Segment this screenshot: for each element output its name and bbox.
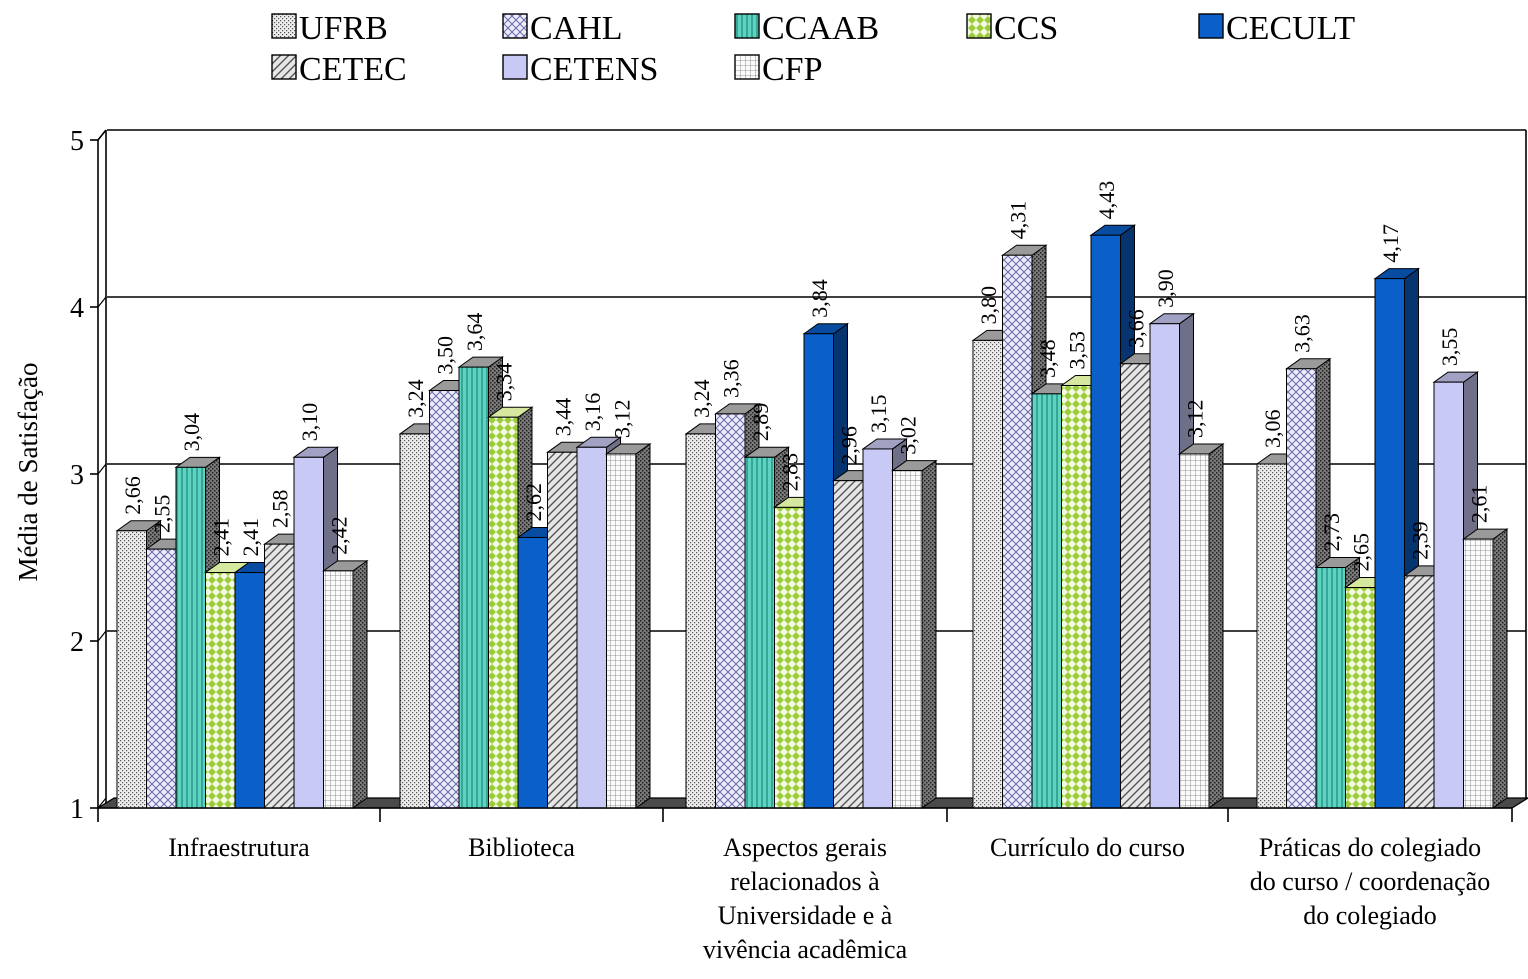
legend-item-cfp: CFP <box>734 51 823 88</box>
legend-swatch-ccaab <box>734 13 760 39</box>
value-label-cahl-praticas-do-colegiado-do-curso-coordenacao-do-colegiado: 3,63 <box>1289 314 1314 353</box>
legend-label-cahl: CAHL <box>530 10 623 47</box>
x-axis: Infraestrutura Biblioteca Aspectos gerais r… <box>97 807 1513 964</box>
value-label-cfp-biblioteca: 3,12 <box>609 399 634 438</box>
legend-item-ccs: CCS <box>966 10 1058 47</box>
value-label-ufrb-biblioteca: 3,24 <box>403 379 428 418</box>
legend-swatch-cetec <box>271 54 297 80</box>
bar-cfp-praticas-do-colegiado-do-curso-coordenacao-do-colegiado <box>1461 528 1509 809</box>
legend-swatch-cahl <box>502 13 528 39</box>
y-tick-connector-1 <box>97 797 107 809</box>
legend-item-cetec: CETEC <box>271 51 407 88</box>
value-label-ccaab-infraestrutura: 3,04 <box>179 413 204 452</box>
bar-cfp-infraestrutura <box>321 559 369 809</box>
y-axis-title: Média de Satisfação <box>13 363 43 582</box>
legend-label-cetec: CETEC <box>299 51 407 88</box>
y-tick-label-2: 2 <box>70 627 84 658</box>
value-label-ccs-biblioteca: 3,34 <box>491 363 516 402</box>
x-tick-label-praticas-do-colegiado-do-curso-coordenacao-do-colegiado: Práticas do colegiado do curso / coordena… <box>1250 833 1490 930</box>
value-label-cahl-infraestrutura: 2,55 <box>149 495 174 534</box>
x-tick-label-curriculo-do-curso: Currículo do curso <box>990 833 1185 862</box>
legend-item-cetens: CETENS <box>502 51 658 88</box>
value-label-cahl-aspectos-gerais-relacionados-a-universidade-e-a-vivencia-academica: 3,36 <box>718 359 743 398</box>
y-axis: 1 2 3 4 5 <box>70 126 107 825</box>
bar-cecult-aspectos-gerais-relacionados-a-universidade-e-a-vivencia-academica <box>802 322 850 809</box>
value-label-cetens-curriculo-do-curso: 3,90 <box>1153 269 1178 308</box>
value-label-ccs-infraestrutura: 2,41 <box>208 518 233 557</box>
legend-label-ufrb: UFRB <box>299 10 388 47</box>
bar-cetens-infraestrutura <box>292 446 340 809</box>
legend-label-ccs: CCS <box>994 10 1058 47</box>
legend-swatch-cfp <box>734 54 760 80</box>
value-label-cetec-curriculo-do-curso: 3,66 <box>1123 309 1148 348</box>
value-label-cetens-infraestrutura: 3,10 <box>297 403 322 442</box>
x-tick-label-aspectos-gerais-relacionados-a-universidade-e-a-vivencia-academica: Aspectos gerais relacionados à Universidad… <box>703 833 908 964</box>
value-label-cfp-praticas-do-colegiado-do-curso-coordenacao-do-colegiado: 2,61 <box>1466 485 1491 524</box>
y-tick-connector-3 <box>97 463 107 475</box>
value-label-ufrb-infraestrutura: 2,66 <box>120 476 145 515</box>
value-label-cetec-biblioteca: 3,44 <box>550 398 575 437</box>
value-label-cetens-aspectos-gerais-relacionados-a-universidade-e-a-vivencia-academica: 3,15 <box>866 394 891 433</box>
bar-cfp-aspectos-gerais-relacionados-a-universidade-e-a-vivencia-academica <box>890 459 938 809</box>
value-label-ccaab-curriculo-do-curso: 3,48 <box>1035 339 1060 378</box>
value-labels: 2,66 2,553,042,41 2,412,583,102,423,243,50… <box>120 181 1492 572</box>
x-tick-label-biblioteca: Biblioteca <box>468 833 575 862</box>
bars <box>115 224 1509 809</box>
value-label-cetens-praticas-do-colegiado-do-curso-coordenacao-do-colegiado: 3,55 <box>1437 328 1462 367</box>
value-label-cecult-praticas-do-colegiado-do-curso-coordenacao-do-colegiado: 4,17 <box>1378 224 1403 263</box>
y-tick-label-3: 3 <box>70 460 84 491</box>
y-tick-connector-5 <box>97 129 107 141</box>
value-label-cetec-infraestrutura: 2,58 <box>267 490 292 529</box>
value-label-cetec-praticas-do-colegiado-do-curso-coordenacao-do-colegiado: 2,39 <box>1407 521 1432 560</box>
legend-swatch-cecult <box>1198 13 1224 39</box>
value-label-ufrb-aspectos-gerais-relacionados-a-universidade-e-a-vivencia-academica: 3,24 <box>689 379 714 418</box>
value-label-ufrb-praticas-do-colegiado-do-curso-coordenacao-do-colegiado: 3,06 <box>1260 409 1285 448</box>
y-tick-connector-2 <box>97 630 107 642</box>
y-tick-connector-4 <box>97 296 107 308</box>
value-label-cahl-biblioteca: 3,50 <box>432 336 457 375</box>
legend-item-cecult: CECULT <box>1198 10 1355 47</box>
legend-item-ufrb: UFRB <box>271 10 388 47</box>
legend-label-cetens: CETENS <box>530 51 658 88</box>
bar-cfp-biblioteca <box>604 442 652 809</box>
x-tick-label-infraestrutura: Infraestrutura <box>168 833 310 862</box>
value-label-ufrb-curriculo-do-curso: 3,80 <box>976 286 1001 325</box>
value-label-cecult-biblioteca: 2,62 <box>521 483 546 522</box>
legend-label-cecult: CECULT <box>1226 10 1355 47</box>
legend: UFRB CAHL CCAAB CCS CECULT CETEC CETENS CFP <box>271 10 1355 88</box>
value-label-ccaab-aspectos-gerais-relacionados-a-universidade-e-a-vivencia-academica: 2,89 <box>748 403 773 442</box>
value-label-cecult-aspectos-gerais-relacionados-a-universidade-e-a-vivencia-academica: 3,84 <box>807 279 832 318</box>
value-label-cecult-infraestrutura: 2,41 <box>238 518 263 557</box>
bar-cfp-curriculo-do-curso <box>1177 442 1225 809</box>
value-label-ccs-curriculo-do-curso: 3,53 <box>1064 331 1089 370</box>
value-label-cahl-curriculo-do-curso: 4,31 <box>1005 201 1030 240</box>
legend-label-cfp: CFP <box>762 51 823 88</box>
legend-swatch-ccs <box>966 13 992 39</box>
legend-swatch-ufrb <box>271 13 297 39</box>
value-label-ccaab-praticas-do-colegiado-do-curso-coordenacao-do-colegiado: 2,73 <box>1319 513 1344 552</box>
legend-item-cahl: CAHL <box>502 10 623 47</box>
legend-item-ccaab: CCAAB <box>734 10 879 47</box>
y-tick-label-1: 1 <box>70 794 84 825</box>
value-label-cfp-aspectos-gerais-relacionados-a-universidade-e-a-vivencia-academica: 3,02 <box>895 416 920 455</box>
value-label-cetens-biblioteca: 3,16 <box>580 393 605 432</box>
value-label-cfp-infraestrutura: 2,42 <box>326 516 351 555</box>
legend-swatch-cetens <box>502 54 528 80</box>
value-label-cecult-curriculo-do-curso: 4,43 <box>1094 181 1119 220</box>
y-tick-label-4: 4 <box>70 293 84 324</box>
y-tick-label-5: 5 <box>70 126 84 157</box>
value-label-ccs-praticas-do-colegiado-do-curso-coordenacao-do-colegiado: 2,65 <box>1348 533 1373 572</box>
value-label-cetec-aspectos-gerais-relacionados-a-universidade-e-a-vivencia-academica: 2,96 <box>836 426 861 465</box>
value-label-ccaab-biblioteca: 3,64 <box>462 313 487 352</box>
value-label-cfp-curriculo-do-curso: 3,12 <box>1182 399 1207 438</box>
value-label-ccs-aspectos-gerais-relacionados-a-universidade-e-a-vivencia-academica: 2,83 <box>777 453 802 492</box>
legend-label-ccaab: CCAAB <box>762 10 879 47</box>
